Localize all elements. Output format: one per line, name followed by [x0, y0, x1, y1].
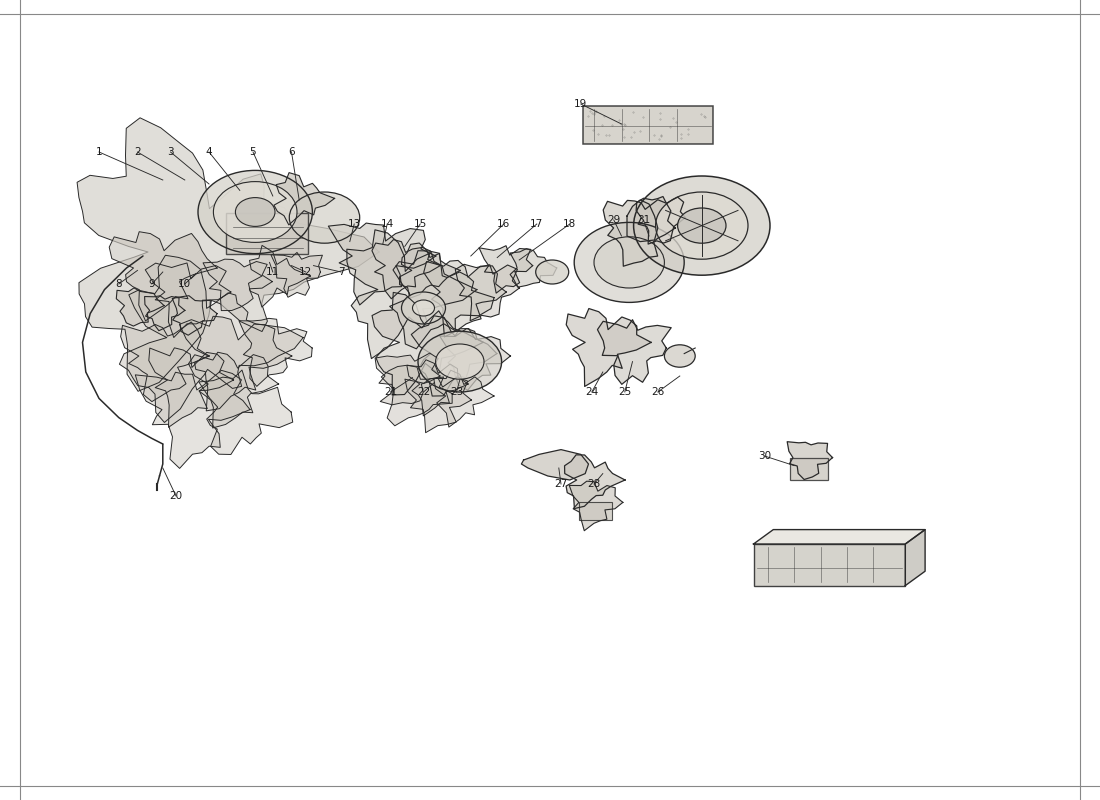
Polygon shape [440, 329, 510, 390]
Circle shape [235, 198, 275, 226]
Polygon shape [405, 377, 472, 433]
Polygon shape [566, 309, 651, 386]
Polygon shape [77, 118, 379, 391]
Circle shape [656, 192, 748, 259]
Text: 24: 24 [585, 387, 598, 397]
Text: 8: 8 [116, 279, 122, 289]
Text: 5: 5 [250, 147, 256, 157]
Text: 15: 15 [414, 219, 427, 229]
Circle shape [536, 260, 569, 284]
Polygon shape [570, 481, 623, 530]
Polygon shape [204, 259, 273, 310]
Polygon shape [148, 348, 233, 427]
Text: 12: 12 [299, 267, 312, 277]
Text: 3: 3 [167, 147, 174, 157]
Text: 17: 17 [530, 219, 543, 229]
Text: 20: 20 [169, 491, 183, 501]
Polygon shape [249, 246, 310, 307]
Polygon shape [636, 197, 685, 244]
Text: 19: 19 [574, 99, 587, 109]
Polygon shape [399, 243, 460, 298]
Text: 6: 6 [288, 147, 295, 157]
Text: 16: 16 [497, 219, 510, 229]
Polygon shape [455, 264, 519, 321]
Text: 31: 31 [637, 215, 650, 225]
Text: 7: 7 [338, 267, 344, 277]
Polygon shape [372, 239, 440, 298]
Polygon shape [173, 296, 217, 335]
Text: 14: 14 [381, 219, 394, 229]
Polygon shape [905, 530, 925, 586]
Polygon shape [521, 450, 588, 480]
Polygon shape [627, 200, 658, 242]
Circle shape [574, 222, 684, 302]
Text: 9: 9 [148, 279, 155, 289]
Circle shape [664, 345, 695, 367]
Polygon shape [754, 530, 925, 544]
Polygon shape [109, 232, 217, 321]
Polygon shape [144, 296, 185, 330]
Polygon shape [346, 230, 476, 358]
Text: 21: 21 [384, 387, 397, 397]
Polygon shape [179, 316, 292, 411]
Bar [226, 213, 308, 254]
Circle shape [289, 192, 360, 243]
Text: 11: 11 [266, 267, 279, 277]
Circle shape [213, 182, 297, 242]
Polygon shape [433, 370, 494, 427]
Polygon shape [199, 370, 293, 454]
Polygon shape [788, 442, 833, 479]
Text: 26: 26 [651, 387, 664, 397]
Polygon shape [372, 293, 483, 395]
Polygon shape [117, 288, 164, 326]
Bar [583, 106, 713, 144]
Text: 10: 10 [178, 279, 191, 289]
Circle shape [594, 237, 664, 288]
Polygon shape [510, 249, 557, 287]
Text: 22: 22 [417, 387, 430, 397]
Bar [754, 544, 905, 586]
Bar [790, 458, 828, 480]
Circle shape [678, 208, 726, 243]
Circle shape [402, 292, 446, 324]
Polygon shape [271, 253, 322, 298]
Polygon shape [381, 365, 452, 426]
Circle shape [436, 344, 484, 379]
Text: 28: 28 [587, 479, 601, 489]
Polygon shape [603, 200, 675, 266]
Text: 23: 23 [450, 387, 463, 397]
Text: 18: 18 [563, 219, 576, 229]
Polygon shape [328, 223, 436, 305]
Polygon shape [145, 263, 231, 338]
Polygon shape [239, 318, 312, 386]
Circle shape [418, 331, 502, 392]
Bar [579, 502, 612, 520]
Polygon shape [188, 352, 278, 428]
Polygon shape [597, 320, 671, 384]
Polygon shape [480, 246, 532, 293]
Polygon shape [121, 322, 209, 402]
Text: 25: 25 [618, 387, 631, 397]
Circle shape [412, 300, 434, 316]
Polygon shape [120, 255, 304, 422]
Polygon shape [424, 261, 506, 337]
Polygon shape [274, 173, 334, 225]
Polygon shape [389, 250, 494, 349]
Text: 1: 1 [96, 147, 102, 157]
Text: 30: 30 [758, 451, 771, 461]
Text: 27: 27 [554, 479, 568, 489]
Circle shape [634, 176, 770, 275]
Polygon shape [375, 353, 440, 405]
Polygon shape [411, 316, 497, 396]
Polygon shape [564, 455, 625, 509]
Polygon shape [407, 360, 469, 416]
Text: 13: 13 [348, 219, 361, 229]
Text: 29: 29 [607, 215, 620, 225]
Polygon shape [135, 370, 250, 469]
Text: 2: 2 [134, 147, 141, 157]
Text: 4: 4 [206, 147, 212, 157]
Circle shape [198, 170, 312, 254]
